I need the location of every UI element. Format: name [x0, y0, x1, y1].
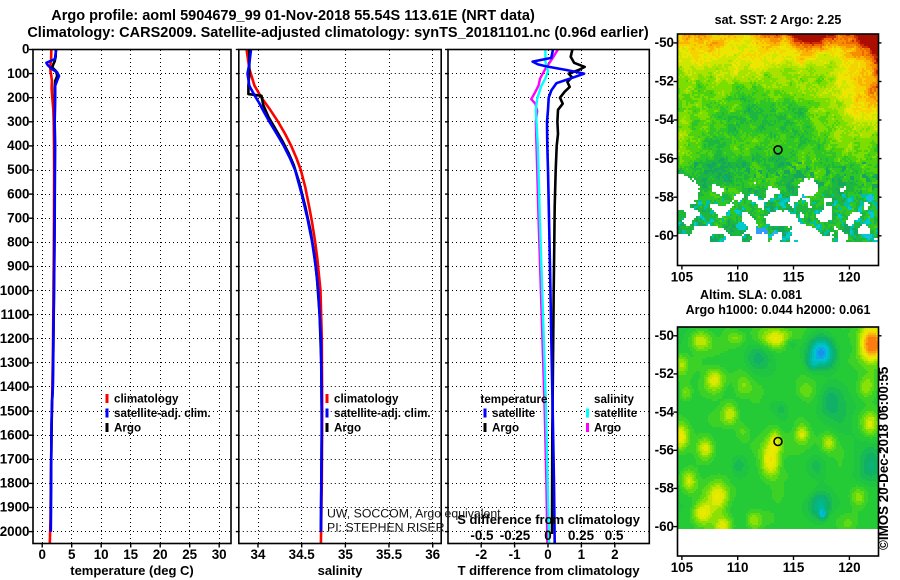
- svg-text:satellite: satellite: [594, 407, 638, 420]
- svg-text:34: 34: [251, 547, 266, 562]
- svg-text:35: 35: [338, 547, 353, 562]
- svg-text:satellite-adj. clim.: satellite-adj. clim.: [114, 407, 211, 420]
- svg-text:35.5: 35.5: [376, 547, 403, 562]
- svg-text:Argo profile: aoml 5904679_99: Argo profile: aoml 5904679_99 01-Nov-201…: [51, 8, 535, 24]
- svg-text:500: 500: [7, 162, 29, 177]
- svg-text:-1: -1: [509, 547, 521, 562]
- svg-text:1700: 1700: [0, 452, 30, 467]
- svg-text:2: 2: [611, 547, 618, 562]
- svg-text:-50: -50: [655, 35, 674, 50]
- svg-text:Climatology: CARS2009. Satelli: Climatology: CARS2009. Satellite-adjuste…: [27, 25, 648, 41]
- svg-text:600: 600: [7, 186, 29, 201]
- svg-text:10: 10: [94, 547, 109, 562]
- svg-text:-56: -56: [655, 443, 674, 458]
- svg-text:©IMOS 20-Dec-2018 06:00:55: ©IMOS 20-Dec-2018 06:00:55: [876, 366, 891, 550]
- svg-text:UW, SOCCOM, Argo equivalent: UW, SOCCOM, Argo equivalent: [327, 507, 501, 521]
- svg-text:T difference from climatology: T difference from climatology: [458, 563, 641, 578]
- svg-text:120: 120: [838, 270, 860, 285]
- svg-text:1600: 1600: [0, 427, 30, 442]
- svg-text:1800: 1800: [0, 476, 30, 491]
- svg-text:Argo: Argo: [594, 422, 621, 435]
- svg-text:-60: -60: [655, 519, 674, 534]
- svg-text:36: 36: [425, 547, 440, 562]
- svg-text:105: 105: [671, 270, 694, 285]
- svg-text:satellite-adj. clim.: satellite-adj. clim.: [334, 407, 431, 420]
- svg-text:34.5: 34.5: [289, 547, 316, 562]
- svg-text:1500: 1500: [0, 403, 30, 418]
- svg-text:-60: -60: [655, 228, 674, 243]
- svg-text:-52: -52: [655, 366, 674, 381]
- svg-text:2000: 2000: [0, 524, 30, 539]
- svg-text:-52: -52: [655, 74, 674, 89]
- svg-text:100: 100: [7, 66, 29, 81]
- svg-text:1000: 1000: [0, 283, 30, 298]
- svg-text:0: 0: [544, 547, 551, 562]
- svg-text:800: 800: [7, 235, 29, 250]
- svg-text:0: 0: [22, 42, 29, 57]
- svg-text:temperature: temperature: [480, 393, 548, 406]
- svg-text:110: 110: [727, 560, 749, 575]
- svg-text:PI: STEPHEN RISER: PI: STEPHEN RISER: [327, 521, 445, 535]
- svg-text:Argo h1000: 0.044 h2000: 0.061: Argo h1000: 0.044 h2000: 0.061: [686, 303, 871, 317]
- svg-text:Argo: Argo: [492, 422, 519, 435]
- svg-text:20: 20: [153, 547, 168, 562]
- svg-text:115: 115: [783, 270, 805, 285]
- svg-text:115: 115: [783, 560, 805, 575]
- svg-text:-58: -58: [655, 481, 675, 496]
- svg-text:climatology: climatology: [334, 393, 399, 406]
- svg-text:-54: -54: [655, 112, 675, 127]
- svg-text:300: 300: [7, 114, 29, 129]
- svg-text:salinity: salinity: [318, 563, 364, 578]
- svg-text:900: 900: [7, 259, 29, 274]
- svg-text:30: 30: [212, 547, 227, 562]
- svg-text:-58: -58: [655, 189, 675, 204]
- svg-text:1300: 1300: [0, 355, 30, 370]
- svg-text:Altim. SLA: 0.081: Altim. SLA: 0.081: [700, 288, 802, 302]
- svg-text:-56: -56: [655, 151, 674, 166]
- svg-text:400: 400: [7, 138, 29, 153]
- svg-text:1200: 1200: [0, 331, 30, 346]
- svg-text:0.5: 0.5: [605, 528, 624, 543]
- svg-text:sat. SST: 2 Argo: 2.25: sat. SST: 2 Argo: 2.25: [715, 13, 842, 27]
- svg-text:105: 105: [671, 560, 694, 575]
- svg-text:climatology: climatology: [114, 393, 179, 406]
- svg-text:-0.25: -0.25: [500, 528, 531, 543]
- svg-text:salinity: salinity: [594, 393, 635, 406]
- svg-text:15: 15: [123, 547, 138, 562]
- svg-text:1900: 1900: [0, 500, 30, 515]
- svg-text:120: 120: [838, 560, 860, 575]
- svg-text:1100: 1100: [0, 307, 29, 322]
- svg-text:Argo: Argo: [114, 422, 141, 435]
- svg-text:-54: -54: [655, 404, 675, 419]
- svg-text:200: 200: [7, 90, 29, 105]
- svg-text:25: 25: [182, 547, 197, 562]
- svg-text:0: 0: [38, 547, 45, 562]
- svg-text:S difference from climatology: S difference from climatology: [457, 512, 641, 527]
- svg-text:5: 5: [68, 547, 76, 562]
- svg-text:-2: -2: [475, 547, 487, 562]
- svg-text:0.25: 0.25: [568, 528, 595, 543]
- svg-text:-50: -50: [655, 328, 674, 343]
- svg-text:temperature (deg C): temperature (deg C): [70, 563, 194, 578]
- svg-text:110: 110: [727, 270, 749, 285]
- svg-text:0: 0: [544, 528, 551, 543]
- svg-text:-0.5: -0.5: [470, 528, 494, 543]
- svg-text:satellite: satellite: [492, 407, 536, 420]
- svg-text:Argo: Argo: [334, 422, 361, 435]
- svg-text:1400: 1400: [0, 379, 30, 394]
- svg-text:1: 1: [578, 547, 586, 562]
- svg-text:700: 700: [7, 210, 29, 225]
